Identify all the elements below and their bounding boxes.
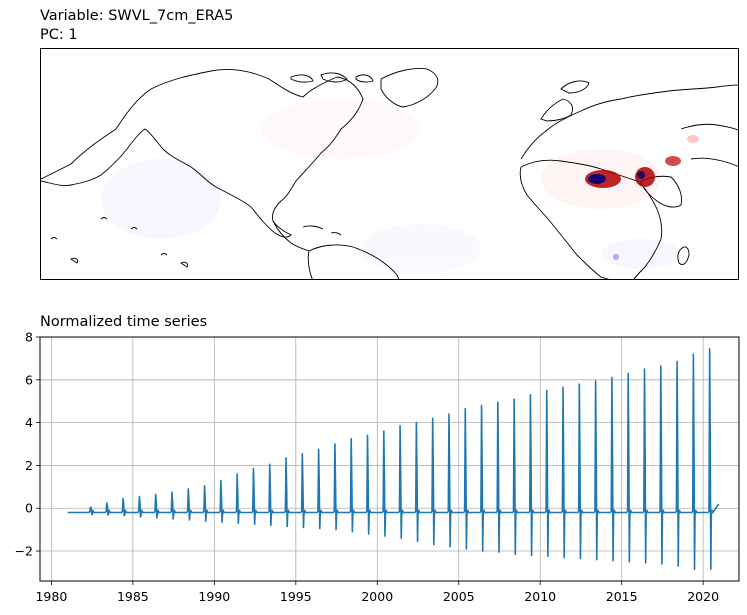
y-tick-label: 4 xyxy=(25,415,33,430)
timeseries-chart: 1980 1985 1990 1995 2000 2005 2010 2015 2020 −2 0 2… xyxy=(15,330,740,604)
x-tick-label: 2010 xyxy=(524,589,556,604)
x-tick-label: 2020 xyxy=(687,589,719,604)
axis-ticks: 1980 1985 1990 1995 2000 2005 2010 2015 2020 −2 0 2… xyxy=(15,330,720,604)
x-tick-label: 2005 xyxy=(443,589,475,604)
y-tick-label: 6 xyxy=(25,372,33,387)
series-line xyxy=(67,347,720,571)
x-tick-label: 1980 xyxy=(35,589,67,604)
x-tick-label: 1985 xyxy=(117,589,149,604)
world-map-panel xyxy=(40,48,739,280)
map-title-variable: Variable: SWVL_7cm_ERA5 xyxy=(40,8,234,24)
y-tick-label: 2 xyxy=(25,458,33,473)
y-tick-label: −2 xyxy=(15,544,33,559)
x-tick-label: 2015 xyxy=(606,589,638,604)
map-title-pc: PC: 1 xyxy=(40,27,78,43)
loading-hotspots xyxy=(585,135,699,260)
world-map xyxy=(41,68,738,279)
x-tick-label: 1990 xyxy=(198,589,230,604)
y-tick-label: 0 xyxy=(25,501,33,516)
plot-frame xyxy=(39,336,740,582)
grid xyxy=(40,336,739,581)
series-group xyxy=(67,347,720,571)
coastlines xyxy=(41,68,738,279)
y-tick-label: 8 xyxy=(25,330,33,345)
x-tick-label: 1995 xyxy=(280,589,312,604)
timeseries-title: Normalized time series xyxy=(40,314,208,330)
x-tick-label: 2000 xyxy=(361,589,393,604)
